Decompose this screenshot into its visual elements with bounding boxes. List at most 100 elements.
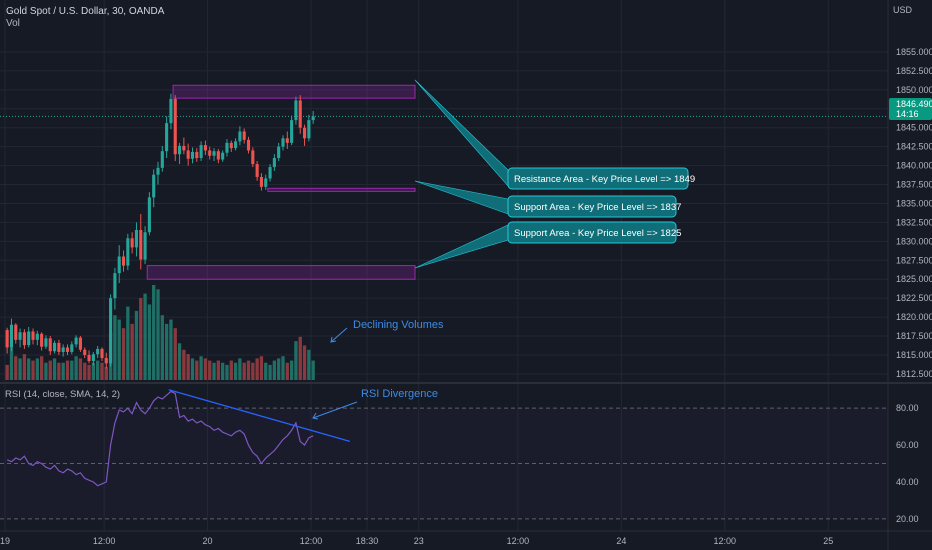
candle-body: [199, 145, 203, 159]
candle-body: [229, 142, 233, 149]
volume-bar: [52, 358, 57, 380]
candle-body: [152, 174, 156, 198]
rsi-divergence-note[interactable]: RSI Divergence: [361, 388, 438, 400]
declining-volumes-note[interactable]: Declining Volumes: [353, 319, 444, 331]
callout-pointer-support-1825: [414, 224, 509, 269]
time-tick-label: 24: [616, 536, 626, 546]
candle-body: [14, 324, 18, 340]
volume-bar: [233, 362, 238, 380]
rsi-tick-label: 20.00: [896, 514, 919, 524]
symbol-title[interactable]: Gold Spot / U.S. Dollar, 30, OANDA: [6, 6, 165, 17]
volume-bar: [87, 364, 91, 380]
price-tick-label: 1832.500: [896, 217, 932, 227]
volume-bar: [130, 323, 134, 380]
volume-bar: [91, 362, 96, 380]
callout-resistance-1849[interactable]: [507, 167, 689, 190]
time-tick-label: 12:00: [507, 536, 530, 546]
candle-body: [290, 120, 294, 143]
candle-body: [264, 178, 268, 187]
candle-body: [9, 324, 14, 348]
candle-body: [48, 338, 52, 352]
bar-countdown: 14:16: [896, 109, 919, 119]
volume-bar: [22, 354, 27, 380]
candle-body: [298, 100, 302, 128]
volume-bar: [311, 360, 315, 380]
candle-body: [57, 342, 61, 352]
volume-bar: [298, 336, 302, 380]
candle-body: [272, 158, 276, 168]
candle-body: [203, 145, 207, 151]
callout-pointer-support-1837: [414, 180, 509, 215]
volume-bar: [307, 349, 311, 380]
price-tick-label: 1825.000: [896, 274, 932, 284]
candle-body: [246, 139, 251, 151]
volume-bar: [104, 367, 108, 380]
volume-bar: [289, 360, 294, 380]
candle-body: [225, 142, 229, 153]
candle-body: [78, 337, 82, 350]
candle-body: [117, 256, 121, 274]
volume-bar: [281, 356, 285, 380]
volume-bar: [212, 362, 216, 380]
candle-body: [307, 120, 311, 139]
price-tick-label: 1815.000: [896, 350, 932, 360]
zone-resistance: [172, 84, 416, 99]
candle-body: [165, 123, 169, 152]
price-tick-label: 1835.000: [896, 198, 932, 208]
time-axis[interactable]: 19 12:00 20 12:00 18:30 23 12:00 24 12:00 25: [0, 536, 833, 546]
currency-label[interactable]: USD: [893, 5, 913, 15]
callout-support-1825[interactable]: [507, 221, 677, 244]
volume-bar: [156, 289, 160, 380]
price-tick-label: 1852.500: [896, 66, 932, 76]
candle-body: [44, 338, 48, 347]
volume-bar: [44, 362, 48, 380]
zone-rectangles[interactable]: [146, 84, 416, 280]
volume-bar: [5, 364, 9, 380]
volume-bar: [242, 362, 246, 380]
candle-body: [277, 146, 281, 159]
volume-bar: [277, 358, 281, 380]
volume-bar: [251, 362, 255, 380]
candle-body: [35, 333, 39, 340]
candle-body: [285, 138, 289, 143]
candle-body: [238, 131, 242, 142]
annotations[interactable]: [312, 79, 509, 420]
zone-support-1825: [146, 265, 416, 280]
volume-bar: [113, 315, 117, 380]
volume-bar: [190, 358, 195, 380]
volume-bar: [302, 345, 307, 380]
candle-body: [65, 347, 70, 352]
price-tick-label: 1822.500: [896, 293, 932, 303]
volume-bar: [9, 347, 14, 380]
candle-body: [109, 298, 113, 364]
candle-body: [311, 116, 315, 121]
price-tick-label: 1837.500: [896, 180, 932, 190]
volume-bar: [268, 364, 272, 380]
volume-bar: [272, 360, 277, 380]
candle-body: [251, 150, 255, 165]
volume-bar: [152, 285, 156, 380]
candle-body: [294, 100, 298, 121]
candle-body: [186, 150, 190, 159]
candle-body: [27, 331, 31, 346]
price-tick-label: 1842.500: [896, 142, 932, 152]
callout-pointer-resistance: [414, 79, 509, 187]
candle-body: [221, 152, 225, 160]
volume-bar: [121, 328, 126, 380]
callout-support-1837[interactable]: [507, 195, 677, 218]
rsi-tick-label: 80.00: [896, 403, 919, 413]
volume-bar: [259, 356, 264, 380]
candle-body: [70, 344, 74, 352]
volume-bar: [35, 358, 39, 380]
time-tick-label: 25: [823, 536, 833, 546]
rsi-title[interactable]: RSI (14, close, SMA, 14, 2): [5, 389, 120, 400]
candle-body: [40, 333, 44, 347]
price-tick-label: 1840.000: [896, 161, 932, 171]
rsi-tick-label: 60.00: [896, 440, 919, 450]
price-tick-label: 1830.000: [896, 236, 932, 246]
rsi-pane: [0, 389, 888, 520]
volume-bar: [126, 306, 130, 380]
